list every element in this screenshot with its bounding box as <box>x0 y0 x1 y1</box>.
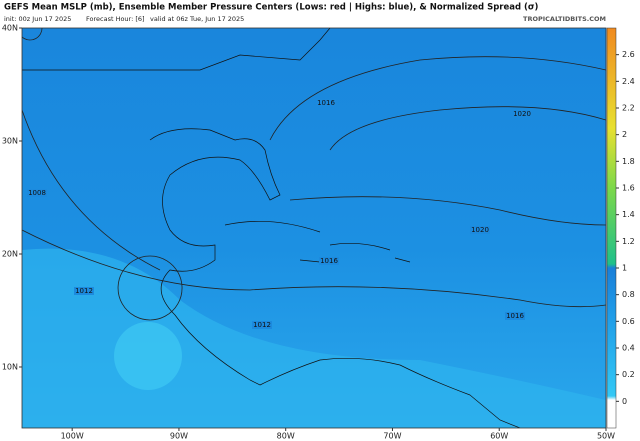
valid-time: valid at 06z Tue, Jun 17 2025 <box>150 15 244 23</box>
colorbar-label: 1.4 <box>622 210 635 219</box>
colorbar-label: 1.8 <box>622 157 635 166</box>
isobar-label-bg <box>252 321 272 329</box>
colorbar-label: 0 <box>622 397 627 406</box>
lon-label: 60W <box>490 432 508 441</box>
isobar-label: 1016 <box>506 312 524 320</box>
isobar-label-bg <box>74 287 94 295</box>
colorbar-label: 2 <box>622 130 627 139</box>
credit: TROPICALTIDBITS.COM <box>523 15 606 23</box>
lon-label: 50W <box>597 432 615 441</box>
lon-label: 70W <box>383 432 401 441</box>
isobar-label-bg <box>319 257 339 265</box>
colorbar-label: 1.6 <box>622 184 635 193</box>
isobar-label-bg <box>27 189 47 197</box>
isobar-label: 1020 <box>471 226 489 234</box>
spread-area <box>114 322 182 390</box>
colorbar-label: 1 <box>622 264 627 273</box>
forecast-hour: Forecast Hour: [6] <box>86 15 145 23</box>
lat-label: 20N <box>2 249 18 258</box>
colorbar-label: 0.2 <box>622 370 635 379</box>
map-frame <box>21 27 607 429</box>
coastline <box>22 28 521 428</box>
isobar-label: 1012 <box>75 287 93 295</box>
colorbar-label: 2.4 <box>622 77 635 86</box>
title: GEFS Mean MSLP (mb), Ensemble Member Pre… <box>4 3 539 13</box>
lon-label: 100W <box>61 432 84 441</box>
colorbar-label: 0.8 <box>622 290 635 299</box>
colorbar-label: 2.6 <box>622 50 635 59</box>
lat-label: 30N <box>2 136 18 145</box>
islands <box>224 220 411 263</box>
lat-label: 10N <box>2 362 18 371</box>
isobar-label: 1016 <box>320 257 338 265</box>
map <box>22 28 606 428</box>
colorbar-label: 2.2 <box>622 104 635 113</box>
init-time: init: 00z Jun 17 2025 <box>4 15 71 23</box>
isobar-label-bg <box>512 110 532 118</box>
isobar-label: 1020 <box>513 110 531 118</box>
colorbar <box>606 27 617 429</box>
isobar <box>22 28 606 321</box>
lat-label: 40N <box>2 24 18 33</box>
colorbar-label: 1.2 <box>622 237 635 246</box>
isobar-label: 1008 <box>28 189 46 197</box>
colorbar-label: 0.4 <box>622 344 635 353</box>
isobar-label-bg <box>316 99 336 107</box>
lon-label: 90W <box>170 432 188 441</box>
colorbar-label: 0.6 <box>622 317 635 326</box>
isobar-label: 1016 <box>317 99 335 107</box>
isobar-label: 1012 <box>253 321 271 329</box>
isobar-label-bg <box>505 312 525 320</box>
lon-label: 80W <box>277 432 295 441</box>
isobar-label-bg <box>470 226 490 234</box>
